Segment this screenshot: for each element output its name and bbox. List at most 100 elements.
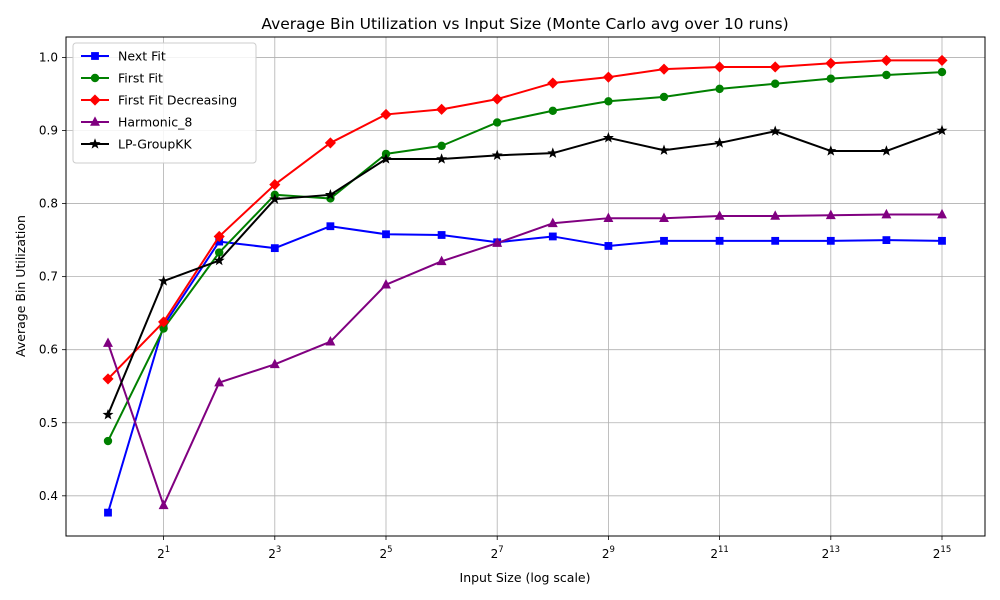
x-tick-exponent: 3 xyxy=(276,545,281,555)
legend-marker-lp-groupkk xyxy=(89,138,101,149)
data-point-harmonic-8 xyxy=(659,212,669,222)
chart-title: Average Bin Utilization vs Input Size (M… xyxy=(261,15,788,33)
data-point-lp-groupkk xyxy=(158,275,170,286)
data-point-first-fit-decreasing xyxy=(880,54,892,66)
data-point-lp-groupkk xyxy=(213,254,225,266)
legend-label-harmonic-8: Harmonic_8 xyxy=(118,115,192,130)
plot-area-frame xyxy=(65,36,986,537)
data-point-first-fit xyxy=(715,84,724,94)
series-line-next-fit xyxy=(107,225,943,513)
data-point-lp-groupkk xyxy=(714,137,726,148)
data-point-next-fit xyxy=(326,222,335,231)
data-point-next-fit xyxy=(938,236,946,245)
series-layer xyxy=(102,54,948,517)
legend-marker-first-fit-decreasing xyxy=(89,94,101,106)
x-tick-base: 2 xyxy=(933,547,941,561)
legend-marker-next-fit xyxy=(91,52,99,60)
data-point-lp-groupkk xyxy=(769,125,781,136)
x-tick-exponent: 7 xyxy=(498,545,503,555)
x-tick-exponent: 15 xyxy=(940,545,951,555)
data-point-first-fit-decreasing xyxy=(769,61,781,73)
data-point-lp-groupkk xyxy=(491,149,503,161)
x-tick-label: 25 xyxy=(379,545,392,561)
data-point-next-fit xyxy=(104,508,112,517)
data-point-first-fit-decreasing xyxy=(602,71,614,83)
legend-label-next-fit: Next Fit xyxy=(118,49,166,64)
data-point-first-fit xyxy=(103,436,113,446)
x-tick-label: 213 xyxy=(822,545,840,561)
legend-marker-first-fit xyxy=(90,73,100,83)
data-point-first-fit-decreasing xyxy=(936,54,948,66)
data-point-harmonic-8 xyxy=(269,358,280,369)
data-point-first-fit-decreasing xyxy=(380,108,392,121)
data-point-first-fit-decreasing xyxy=(158,316,170,328)
x-tick-exponent: 13 xyxy=(829,545,840,555)
data-point-next-fit xyxy=(826,236,835,245)
series-next-fit xyxy=(104,222,946,517)
y-tick-label: 1.0 xyxy=(39,50,58,64)
data-point-next-fit xyxy=(270,244,279,253)
data-point-harmonic-8 xyxy=(547,217,558,228)
data-point-first-fit xyxy=(659,92,669,102)
series-line-first-fit xyxy=(107,71,943,442)
data-point-next-fit xyxy=(660,236,668,245)
data-point-lp-groupkk xyxy=(324,189,336,200)
data-point-first-fit-decreasing xyxy=(547,77,559,89)
series-lp-groupkk xyxy=(102,124,948,420)
data-point-first-fit-decreasing xyxy=(102,373,114,385)
data-point-lp-groupkk xyxy=(880,145,892,156)
series-line-first-fit-decreasing xyxy=(107,59,942,380)
x-tick-exponent: 5 xyxy=(387,545,392,555)
x-tick-exponent: 11 xyxy=(718,545,729,555)
data-point-next-fit xyxy=(715,236,724,245)
data-point-next-fit xyxy=(882,236,891,245)
data-point-lp-groupkk xyxy=(547,147,559,158)
x-tick-label: 27 xyxy=(491,545,504,561)
x-tick-base: 2 xyxy=(268,547,276,561)
data-point-next-fit xyxy=(771,236,780,245)
y-tick-label: 0.4 xyxy=(39,489,58,503)
y-axis-label: Average Bin Utilization xyxy=(13,215,28,357)
y-tick-label: 0.6 xyxy=(39,343,58,357)
data-point-first-fit-decreasing xyxy=(436,103,448,115)
data-point-first-fit xyxy=(826,74,835,83)
series-first-fit-decreasing xyxy=(102,54,948,385)
x-axis-label: Input Size (log scale) xyxy=(460,570,591,585)
data-point-next-fit xyxy=(548,232,557,241)
grid xyxy=(66,37,985,536)
x-tick-base: 2 xyxy=(157,547,165,561)
legend: Next Fit First Fit First Fit Decreasing Har… xyxy=(72,42,257,164)
legend-label-first-fit: First Fit xyxy=(118,71,163,86)
series-first-fit xyxy=(103,67,947,446)
data-point-next-fit xyxy=(437,231,446,239)
data-point-lp-groupkk xyxy=(602,132,614,143)
x-tick-label: 29 xyxy=(602,545,615,561)
legend-label-first-fit-decreasing: First Fit Decreasing xyxy=(118,93,237,108)
data-point-lp-groupkk xyxy=(658,144,670,155)
x-tick-label: 21 xyxy=(157,545,170,561)
data-point-harmonic-8 xyxy=(603,212,614,222)
data-point-harmonic-8 xyxy=(158,499,169,510)
x-tick-base: 2 xyxy=(379,547,387,561)
data-point-first-fit-decreasing xyxy=(491,93,503,105)
data-point-first-fit-decreasing xyxy=(213,230,225,243)
data-point-first-fit xyxy=(437,141,446,151)
data-point-lp-groupkk xyxy=(825,145,837,156)
series-harmonic-8 xyxy=(103,208,947,510)
legend-box xyxy=(72,42,257,164)
x-tick-label: 23 xyxy=(268,545,281,561)
data-point-harmonic-8 xyxy=(714,210,725,220)
data-point-next-fit xyxy=(604,242,613,250)
data-point-harmonic-8 xyxy=(103,337,113,347)
legend-label-lp-groupkk: LP-GroupKK xyxy=(118,137,192,152)
data-point-harmonic-8 xyxy=(436,255,447,266)
y-tick-label: 0.8 xyxy=(39,197,58,211)
data-point-first-fit-decreasing xyxy=(714,61,726,73)
data-point-first-fit xyxy=(882,70,891,80)
x-tick-label: 215 xyxy=(933,545,951,561)
data-point-lp-groupkk xyxy=(102,408,114,420)
x-tick-base: 2 xyxy=(822,547,830,561)
data-point-harmonic-8 xyxy=(492,237,503,247)
y-tick-label: 0.9 xyxy=(39,124,58,138)
